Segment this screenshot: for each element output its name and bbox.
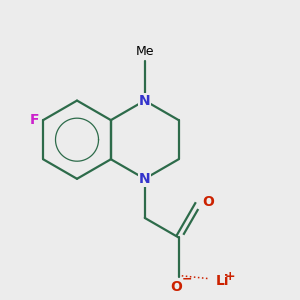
Text: Me: Me bbox=[136, 44, 154, 58]
Text: N: N bbox=[139, 94, 151, 108]
Text: O: O bbox=[171, 280, 183, 294]
Text: F: F bbox=[30, 113, 39, 127]
Text: Li: Li bbox=[216, 274, 229, 287]
Text: −: − bbox=[182, 272, 193, 285]
Text: +: + bbox=[225, 270, 236, 283]
Text: O: O bbox=[202, 195, 214, 208]
Text: N: N bbox=[139, 172, 151, 186]
